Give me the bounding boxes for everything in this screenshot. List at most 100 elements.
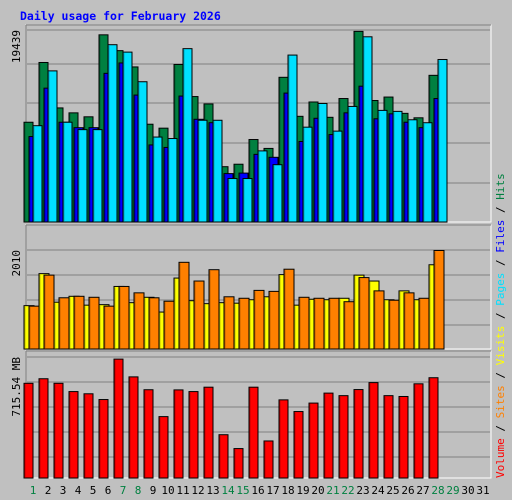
- bar-pages: [317, 102, 328, 223]
- x-tick-label: 4: [75, 484, 82, 497]
- x-tick-label: 3: [60, 484, 67, 497]
- x-tick-label: 7: [120, 484, 127, 497]
- bar-pages: [227, 178, 238, 223]
- bar-volume: [308, 402, 319, 479]
- bar-volume: [143, 389, 154, 479]
- chart-panels: 19439 2010 715.54 MB: [10, 24, 492, 479]
- x-tick-label: 29: [446, 484, 459, 497]
- bar-volume: [68, 391, 79, 479]
- x-tick-label: 16: [251, 484, 264, 497]
- x-tick-label: 15: [236, 484, 249, 497]
- legend-sites: Sites: [494, 385, 507, 418]
- x-tick-label: 22: [341, 484, 354, 497]
- x-tick-label: 27: [416, 484, 429, 497]
- legend-hits: Hits: [494, 173, 507, 200]
- bar-volume: [398, 395, 409, 479]
- x-tick-label: 6: [105, 484, 112, 497]
- bar-sites: [298, 296, 310, 350]
- legend-separator: /: [494, 306, 507, 326]
- bar-volume: [158, 416, 169, 479]
- x-tick-label: 13: [206, 484, 219, 497]
- bar-sites: [118, 285, 130, 350]
- x-tick-label: 24: [371, 484, 385, 497]
- bar-sites: [268, 290, 280, 350]
- bar-sites: [433, 249, 445, 350]
- bar-sites: [358, 277, 370, 350]
- bar-pages: [407, 119, 418, 223]
- x-tick-label: 31: [476, 484, 489, 497]
- x-tick-label: 17: [266, 484, 279, 497]
- bar-volume: [98, 399, 109, 479]
- x-tick-label: 11: [176, 484, 189, 497]
- bar-volume: [323, 392, 334, 479]
- bar-volume: [218, 434, 229, 479]
- bar-pages: [392, 110, 403, 223]
- y-max-label: 715.54 MB: [10, 357, 23, 417]
- y-max-label: 2010: [10, 250, 23, 277]
- x-tick-label: 1: [30, 484, 37, 497]
- bar-volume: [293, 411, 304, 479]
- legend-separator: /: [494, 253, 507, 273]
- bar-pages: [347, 105, 358, 223]
- series-sites: [28, 249, 445, 350]
- bar-sites: [223, 296, 235, 350]
- chart-title: Daily usage for February 2026: [20, 9, 221, 23]
- bar-pages: [62, 121, 73, 223]
- legend-pages: Pages: [494, 273, 507, 306]
- bar-sites: [133, 292, 145, 350]
- bar-sites: [403, 292, 415, 350]
- bar-pages: [167, 138, 178, 223]
- bar-volume: [23, 382, 34, 479]
- bar-sites: [418, 297, 430, 350]
- legend-vertical: Volume / Sites / Visits / Pages / Files …: [494, 173, 507, 478]
- bar-sites: [103, 305, 115, 350]
- x-tick-label: 2: [45, 484, 52, 497]
- bar-volume: [173, 389, 184, 479]
- bar-sites: [88, 296, 100, 350]
- bar-sites: [343, 301, 355, 350]
- y-max-label: 19439: [10, 30, 23, 63]
- bar-volume: [248, 386, 259, 479]
- x-tick-label: 12: [191, 484, 204, 497]
- bar-sites: [238, 297, 250, 350]
- bar-sites: [163, 300, 175, 350]
- series-pages: [32, 36, 448, 223]
- bar-sites: [58, 297, 70, 350]
- bar-pages: [32, 125, 43, 223]
- legend-visits: Visits: [494, 326, 507, 366]
- bar-volume: [263, 440, 274, 479]
- bar-sites: [148, 297, 160, 350]
- bar-sites: [313, 297, 325, 350]
- bar-sites: [193, 280, 205, 350]
- panel-visits-sites: 2010: [10, 224, 492, 350]
- bar-pages: [362, 36, 373, 223]
- x-tick-label: 26: [401, 484, 414, 497]
- legend-files: Files: [494, 220, 507, 253]
- bar-volume: [188, 391, 199, 479]
- x-tick-label: 19: [296, 484, 309, 497]
- bar-pages: [122, 51, 133, 223]
- bar-volume: [368, 382, 379, 479]
- bar-pages: [422, 122, 433, 223]
- bar-sites: [208, 269, 220, 350]
- x-tick-label: 8: [135, 484, 142, 497]
- bar-sites: [43, 274, 55, 350]
- bar-volume: [413, 383, 424, 479]
- bar-pages: [212, 119, 223, 223]
- bar-volume: [353, 389, 364, 479]
- bar-sites: [178, 261, 190, 350]
- x-tick-label: 30: [461, 484, 474, 497]
- bar-pages: [92, 129, 103, 223]
- x-tick-label: 18: [281, 484, 294, 497]
- x-axis-labels: 1 2 3 4 5 6 7 8 9 10 11 12 13 14 15 16 17 18 19 20 21 22 23 24 2…: [30, 484, 490, 497]
- bar-volume: [203, 386, 214, 479]
- panel-volume: 715.54 MB: [10, 350, 492, 479]
- bar-pages: [47, 70, 58, 223]
- legend-separator: /: [494, 200, 507, 220]
- bar-pages: [437, 59, 448, 223]
- legend-separator: /: [494, 365, 507, 385]
- bar-volume: [53, 382, 64, 479]
- bar-pages: [242, 178, 253, 223]
- bar-volume: [113, 358, 124, 479]
- x-tick-label: 28: [431, 484, 444, 497]
